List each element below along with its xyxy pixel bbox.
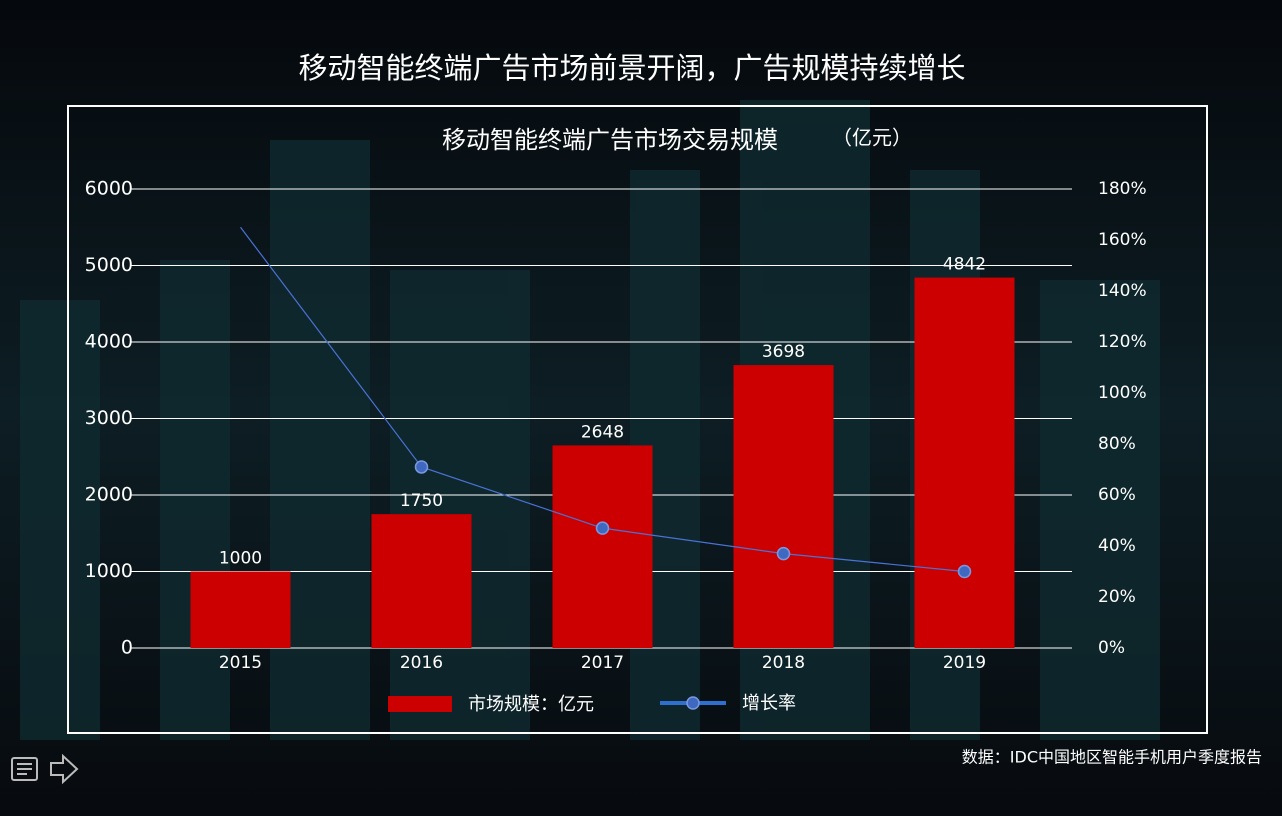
x-tick-label: 2016	[400, 653, 443, 673]
growth-marker	[595, 521, 610, 535]
headline: 移动智能终端广告市场前景开阔，广告规模持续增长	[298, 51, 965, 85]
y-tick-label: 6000	[85, 178, 133, 200]
bar	[552, 445, 653, 648]
legend-swatch-marker	[686, 696, 700, 710]
x-tick-label: 2019	[943, 653, 986, 673]
x-tick-label: 2015	[219, 653, 262, 673]
growth-marker	[414, 460, 429, 474]
y-tick-label: 4000	[85, 331, 133, 353]
data-label: 4842	[943, 255, 986, 275]
source: 数据：IDC中国地区智能手机用户季度报告	[962, 748, 1262, 767]
y-tick-label: 1000	[85, 560, 133, 582]
data-label: 2648	[581, 422, 624, 442]
y2-tick-label: 0%	[1098, 638, 1125, 658]
nav-icons[interactable]	[11, 753, 79, 785]
legend-label: 市场规模：亿元	[468, 694, 594, 715]
legend-swatch-bar	[388, 696, 452, 712]
y2-tick-label: 20%	[1098, 587, 1136, 607]
y-tick-label: 3000	[85, 407, 133, 429]
y2-tick-label: 140%	[1098, 281, 1147, 301]
data-label: 1000	[219, 549, 262, 569]
y2-tick-label: 60%	[1098, 485, 1136, 505]
bar	[733, 365, 834, 648]
y-tick-label: 0	[121, 637, 133, 659]
x-tick-label: 2017	[581, 653, 624, 673]
chart-unit: （亿元）	[832, 126, 912, 150]
y-tick-label: 5000	[85, 254, 133, 276]
bar	[190, 571, 291, 648]
growth-marker	[957, 564, 972, 579]
y2-tick-label: 120%	[1098, 332, 1147, 352]
growth-marker	[776, 546, 791, 561]
y2-tick-label: 160%	[1098, 230, 1147, 250]
y2-tick-label: 100%	[1098, 383, 1147, 403]
x-tick-label: 2018	[762, 653, 805, 673]
y-tick-label: 2000	[85, 484, 133, 506]
chart-title: 移动智能终端广告市场交易规模	[442, 126, 778, 154]
legend-label: 增长率	[742, 693, 796, 714]
bar	[914, 277, 1015, 648]
data-label: 1750	[400, 491, 443, 511]
data-label: 3698	[762, 342, 805, 362]
y2-tick-label: 40%	[1098, 536, 1136, 556]
chart-frame	[67, 105, 1208, 734]
y2-tick-label: 80%	[1098, 434, 1136, 454]
y2-tick-label: 180%	[1098, 179, 1147, 199]
bar	[371, 514, 472, 648]
